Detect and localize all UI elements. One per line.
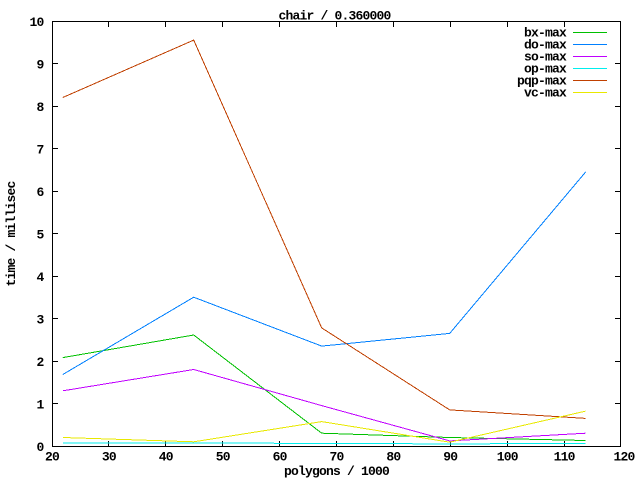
svg-text:vc-max: vc-max xyxy=(524,85,567,100)
svg-text:8: 8 xyxy=(36,100,44,115)
svg-text:70: 70 xyxy=(329,450,344,465)
svg-text:50: 50 xyxy=(216,450,231,465)
svg-text:60: 60 xyxy=(273,450,288,465)
svg-text:1: 1 xyxy=(36,398,44,413)
svg-text:120: 120 xyxy=(613,450,635,465)
svg-text:7: 7 xyxy=(36,143,43,158)
svg-text:20: 20 xyxy=(45,450,60,465)
svg-text:time / millisec: time / millisec xyxy=(4,180,19,286)
svg-text:do-max: do-max xyxy=(524,37,567,52)
svg-text:6: 6 xyxy=(36,185,44,200)
svg-text:90: 90 xyxy=(443,450,458,465)
svg-text:10: 10 xyxy=(29,15,44,30)
svg-text:pqp-max: pqp-max xyxy=(517,73,567,88)
svg-text:4: 4 xyxy=(36,270,44,285)
svg-text:3: 3 xyxy=(36,313,44,328)
svg-text:110: 110 xyxy=(554,450,576,465)
svg-text:80: 80 xyxy=(386,450,401,465)
svg-text:0: 0 xyxy=(36,440,44,455)
svg-text:100: 100 xyxy=(497,450,519,465)
svg-text:polygons / 1000: polygons / 1000 xyxy=(284,464,390,479)
svg-text:op-max: op-max xyxy=(524,61,567,76)
svg-text:chair / 0.360000: chair / 0.360000 xyxy=(278,9,391,24)
svg-text:40: 40 xyxy=(159,450,174,465)
svg-text:30: 30 xyxy=(102,450,117,465)
svg-text:so-max: so-max xyxy=(524,49,567,64)
svg-text:9: 9 xyxy=(36,58,44,73)
svg-text:2: 2 xyxy=(36,355,44,370)
svg-text:5: 5 xyxy=(36,228,44,243)
svg-text:bx-max: bx-max xyxy=(524,25,567,40)
